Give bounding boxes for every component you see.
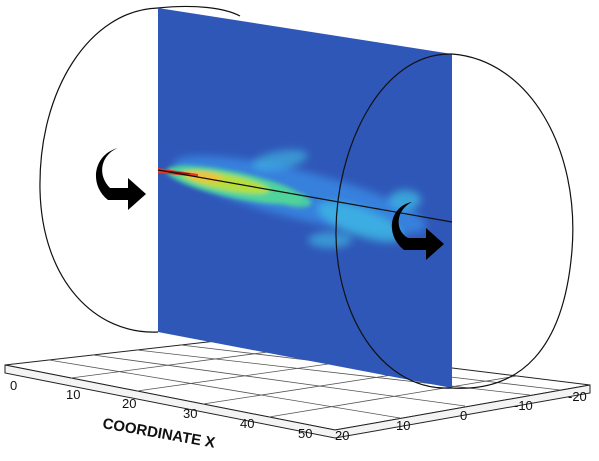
- x-axis-ticks: 0 10 20 30 40 50: [10, 378, 312, 441]
- y-tick-label: -10: [514, 398, 533, 413]
- y-tick-label: -20: [568, 389, 587, 404]
- inlet-ring: [39, 7, 159, 333]
- x-tick-label: 0: [10, 378, 17, 393]
- base-grid-rim: [4, 364, 591, 439]
- y-tick-label: 10: [396, 418, 410, 433]
- x-tick-label: 30: [183, 406, 197, 421]
- inlet-ring-top: [157, 5, 241, 17]
- curved-arrow-icon: [95, 148, 146, 210]
- outlet-ring-front: [335, 53, 453, 389]
- x-axis-title: COORDINATE X: [101, 415, 216, 452]
- curved-arrow-icon: [391, 202, 444, 260]
- x-tick-label: 10: [66, 387, 80, 402]
- x-tick-label: 40: [240, 416, 254, 431]
- y-tick-label: 0: [460, 408, 467, 423]
- y-axis-ticks: 20 10 0 -10 -20: [335, 389, 587, 443]
- slice-plane: [158, 8, 452, 388]
- x-tick-label: 50: [298, 426, 312, 441]
- jet-axis-line: [157, 169, 453, 223]
- outlet-ring-back: [451, 53, 574, 389]
- y-tick-label: 20: [335, 428, 349, 443]
- x-tick-label: 20: [122, 396, 136, 411]
